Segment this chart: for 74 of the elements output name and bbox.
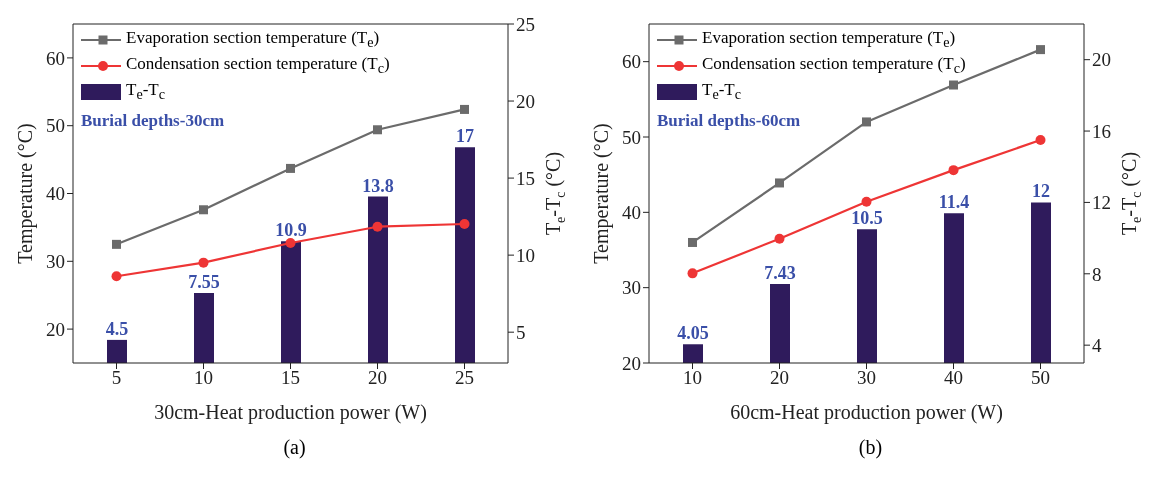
text: (b) [857,436,884,459]
data-label: 13.8 [362,175,394,196]
x-axis-title: 60cm-Heat production power (W) [730,401,1003,424]
y2-tick-label: 16 [1092,120,1111,142]
x-tick-label: 20 [368,367,387,389]
point [862,117,871,127]
point [775,178,784,188]
x-tick-label: 30 [857,367,876,389]
y2-tick-label: 15 [516,167,535,189]
x-axis-title: 30cm-Heat production power (W) [154,401,427,424]
x-tick-label: 10 [683,367,702,389]
y2-tick-label: 4 [1092,334,1102,356]
y-tick-label: 60 [46,47,65,69]
point [198,257,209,268]
y-tick-label: 30 [46,251,65,273]
y-axis-title: Temperature (°C) [14,123,37,264]
point [373,125,382,135]
y-tick-label: 30 [622,277,641,299]
point [861,196,872,207]
annotation: Burial depths-30cm [81,111,226,131]
point [286,163,295,173]
point [372,221,383,232]
point [285,237,296,248]
x-tick-label: 50 [1031,367,1050,389]
y-tick-label: 50 [622,126,641,148]
point [687,268,698,279]
data-label: 12 [1032,181,1050,202]
legend-label: T$_{e}$-T$_{c}$ [126,80,166,104]
y-tick-label: 40 [46,183,65,205]
legend-label: Evaporation section temperature (T$_{e}$) [702,28,956,52]
x-tick-label: 5 [111,367,122,389]
y2-tick-label: 10 [516,244,535,266]
y-tick-label: 40 [622,202,641,224]
y-tick-label: 20 [622,352,641,374]
legend-label: Condensation section temperature (T$_{c}$) [702,54,966,78]
x-tick-label: 10 [194,367,213,389]
y2-tick-label: 8 [1092,263,1102,285]
x-tick-label: 15 [281,367,300,389]
point [1036,45,1045,55]
y2-tick-label: 25 [516,13,535,35]
y2-tick-label: 5 [516,321,526,343]
data-label: 4.05 [677,323,709,344]
data-label: 11.4 [938,192,970,213]
data-label: 10.9 [275,220,307,241]
data-label: 17 [456,126,474,147]
point [199,205,208,215]
y-tick-label: 60 [622,51,641,73]
data-label: 4.5 [105,318,129,339]
point [774,233,785,244]
data-label: 10.5 [851,208,883,229]
point [1035,135,1046,146]
point [948,165,959,176]
legend-label: Evaporation section temperature (T$_{e}$) [126,28,380,52]
text: (a) [282,436,307,459]
point [111,271,122,282]
point [949,80,958,90]
y2-tick-label: 12 [1092,192,1111,214]
y2-tick-label: 20 [516,90,535,112]
point [112,239,121,249]
x-tick-label: 40 [944,367,963,389]
annotation: Burial depths-60cm [657,111,802,131]
legend-label: Condensation section temperature (T$_{c}$) [126,54,390,78]
data-label: 7.43 [764,262,796,283]
point [460,104,469,114]
data-label: 7.55 [188,271,220,292]
x-tick-label: 25 [455,367,474,389]
y-tick-label: 20 [46,318,65,340]
y-tick-label: 50 [46,115,65,137]
legend-label: T$_{e}$-T$_{c}$ [702,80,742,104]
point [688,237,697,247]
y-axis-title: Temperature (°C) [590,123,613,264]
point [459,219,470,230]
x-tick-label: 20 [770,367,789,389]
y2-tick-label: 20 [1092,49,1111,71]
